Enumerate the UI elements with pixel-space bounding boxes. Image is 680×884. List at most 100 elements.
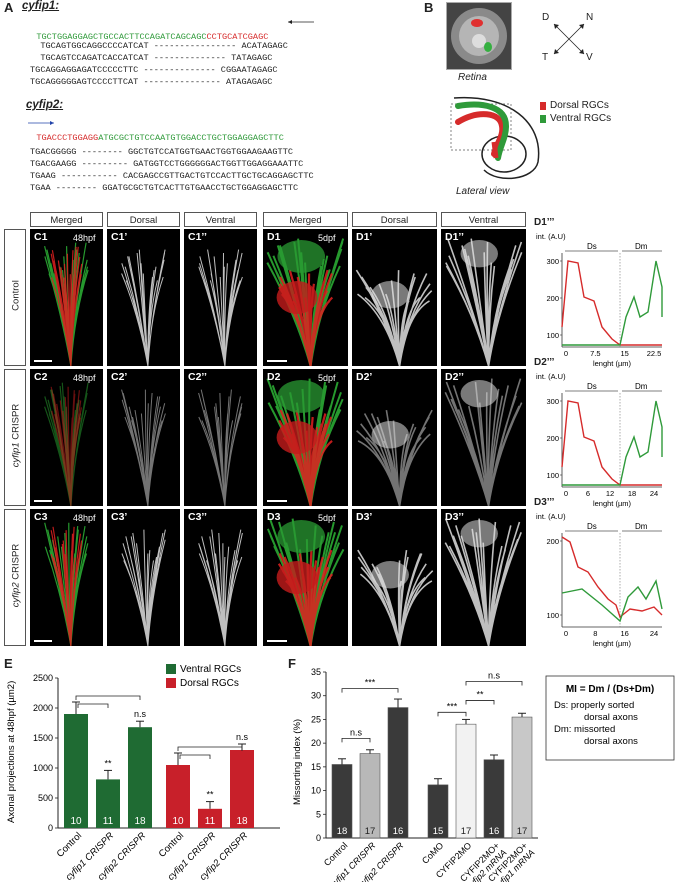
tile-c1pp: C1’’: [184, 229, 257, 366]
row-label-cyfip2-crispr: CRISPR: [10, 543, 22, 580]
formula-line: Dm: missorted: [554, 724, 615, 735]
f-bracket-3-label: ***: [447, 701, 458, 711]
red-fibers: [50, 526, 83, 646]
gray-fibers: [445, 238, 523, 366]
cyfip1-target-red: CCTGCATCGAGC: [206, 32, 269, 42]
tile-label: C3’: [111, 511, 128, 523]
gray-cluster: [371, 281, 409, 309]
profile-plot-1: int. (A.U) Ds Dm 300 200 100 0 7.5 15 22.5 lenght …: [536, 232, 663, 368]
f-bracket-5: [465, 681, 523, 686]
tile-time-label: 5dpf: [318, 233, 336, 243]
tile-label: D2: [267, 371, 281, 383]
sequence-arrow-left: [286, 12, 316, 24]
tile-svg: [445, 238, 523, 366]
profile-xtick: 22.5: [647, 349, 662, 358]
profile-ytick: 300: [546, 257, 559, 266]
cyfip2-title: cyfip2:: [26, 99, 64, 111]
tile-time-label: 48hpf: [73, 513, 96, 523]
tile-svg: [356, 409, 433, 506]
f-category-label: Control: [322, 840, 350, 868]
lateral-view-label: Lateral view: [456, 186, 510, 197]
compass-d: D: [542, 12, 550, 23]
panel-f-letter: F: [288, 656, 296, 671]
header-dorsal-c: Dorsal: [107, 212, 180, 227]
f-bracket-1: [341, 738, 371, 743]
profile-xtick: 15: [620, 349, 628, 358]
cyfip2-allele-2: TGACGAAGG --------- GATGGTCCTGGGGGGACTGG…: [30, 159, 304, 169]
profile-plot-3: int. (A.U) Ds Dm 200 100 0 8 16 24 lenght (µm): [536, 512, 663, 648]
e-ytick-label: 1500: [33, 733, 53, 743]
tile-svg: [44, 242, 89, 366]
tile-label: C2’: [111, 371, 128, 383]
cyfip2-allele-3: TGAAG ----------- CACGAGCCGTTGACTGTCCACT…: [30, 171, 314, 181]
tile-d2p: D2’: [352, 369, 437, 506]
profile-ytick: 200: [546, 294, 559, 303]
tile-d2: D2 5dpf: [263, 369, 348, 506]
region-dm-label: Dm: [635, 522, 648, 531]
e-ytick-label: 0: [48, 823, 53, 833]
gray-fibers: [198, 389, 243, 506]
e-sig-label: n.s: [134, 709, 147, 719]
tile-time-label: 48hpf: [73, 373, 96, 383]
cyfip2-target-sequence: TGACCCTGGAGGATGCGCTGTCCAATGTGGACCTGCTGGA…: [26, 120, 284, 144]
scale-bar: [267, 640, 287, 642]
red-cluster: [276, 421, 318, 454]
gray-cluster: [460, 379, 498, 408]
e-legend-label: Ventral RGCs: [180, 664, 241, 675]
profile-xlabel: lenght (µm): [593, 499, 632, 508]
tile-c2: C2 48hpf: [30, 369, 103, 506]
profile-xtick: 18: [628, 489, 636, 498]
profile-dorsal-curve: [561, 536, 663, 619]
tile-time-label: 48hpf: [73, 233, 96, 243]
compass-icon: D N T V: [540, 12, 596, 64]
e-bracket-outer: [177, 746, 243, 751]
e-sig-label: **: [104, 758, 112, 768]
f-ytick-label: 10: [311, 786, 321, 796]
tile-svg: [198, 389, 243, 506]
profile-xtick: 24: [650, 489, 658, 498]
green-cluster: [277, 239, 326, 273]
profile-ytick: 300: [546, 397, 559, 406]
tile-svg: [444, 518, 522, 646]
e-bar: [128, 727, 152, 828]
e-ylabel: Axonal projections at 48hpf (µm2): [6, 681, 17, 823]
green-cluster: [277, 519, 326, 553]
tile-svg: [121, 389, 166, 506]
panel-a-letter: A: [4, 0, 14, 15]
tile-c3: C3 48hpf: [30, 509, 103, 646]
profile-xtick: 0: [564, 349, 568, 358]
legend-dorsal-label: Dorsal RGCs: [550, 100, 609, 111]
f-bar-n: 17: [365, 826, 376, 837]
e-bar: [230, 750, 254, 828]
row-label-cyfip2-crispr: cyfip2 CRISPR: [4, 509, 26, 646]
tile-label: C2: [34, 371, 48, 383]
f-bar: [359, 753, 381, 839]
tile-svg: [266, 238, 345, 366]
e-ytick-label: 2000: [33, 703, 53, 713]
tile-d2pp: D2’’: [441, 369, 526, 506]
compass-n: N: [586, 12, 594, 23]
legend-ventral: Ventral RGCs: [540, 113, 611, 124]
header-dorsal-d: Dorsal: [352, 212, 437, 227]
gray-fibers: [198, 249, 243, 366]
profile-label-3: D3’’’: [534, 497, 555, 508]
profile-ytick: 100: [546, 331, 559, 340]
row-label-cyfip1-crispr: cyfip1 CRISPR: [4, 369, 26, 506]
cyfip1-title: cyfip1:: [22, 0, 60, 12]
chart-e-axonal-projections: 0 500 1000 1500 2000 2500 Axonal projections a…: [6, 664, 280, 882]
f-ytick-label: 15: [311, 762, 321, 772]
tile-label: C1: [34, 231, 48, 243]
f-ytick-label: 35: [311, 667, 321, 677]
tile-d1: D1 5dpf: [263, 229, 348, 366]
e-bar: [166, 765, 190, 828]
f-bar-n: 15: [433, 826, 444, 837]
formula-line: dorsal axons: [584, 736, 638, 747]
profile-label-2: D2’’’: [534, 357, 555, 368]
gray-cluster: [460, 239, 498, 268]
tile-c3pp: C3’’: [184, 509, 257, 646]
row-label-cyfip1-gene: cyfip1: [10, 442, 22, 468]
panel-b-letter: B: [424, 0, 434, 15]
cyfip1-target-sequence: TGCTGGAGGAGCTGCCACTTCCAGATCAGCAGCCCTGCAT…: [26, 19, 268, 43]
profile-ytick: 200: [546, 537, 559, 546]
tile-svg: [355, 269, 433, 366]
